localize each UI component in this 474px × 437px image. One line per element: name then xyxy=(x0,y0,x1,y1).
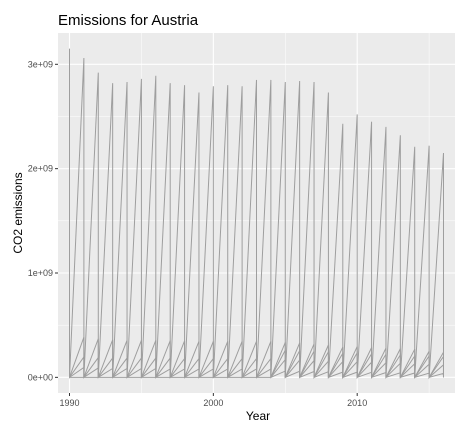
series-line-4 xyxy=(69,358,444,379)
y-axis-label: CO2 emissions xyxy=(11,172,25,253)
y-tick-label: 0e+00 xyxy=(28,372,53,382)
series-line-5 xyxy=(69,370,444,379)
x-axis-label: Year xyxy=(246,409,270,423)
y-tick-label: 2e+09 xyxy=(28,164,53,174)
x-tick-label: 1990 xyxy=(59,398,79,408)
series-line-1 xyxy=(69,48,444,378)
x-axis: 1990 2000 2010 xyxy=(59,393,367,408)
chart-title: Emissions for Austria xyxy=(58,12,199,29)
x-tick-label: 2000 xyxy=(203,398,223,408)
y-tick-label: 1e+09 xyxy=(28,268,53,278)
y-tick-label: 3e+09 xyxy=(28,59,53,69)
x-tick-label: 2010 xyxy=(347,398,367,408)
series-layer xyxy=(69,48,444,380)
y-axis: 0e+00 1e+09 2e+09 3e+09 xyxy=(28,59,58,382)
